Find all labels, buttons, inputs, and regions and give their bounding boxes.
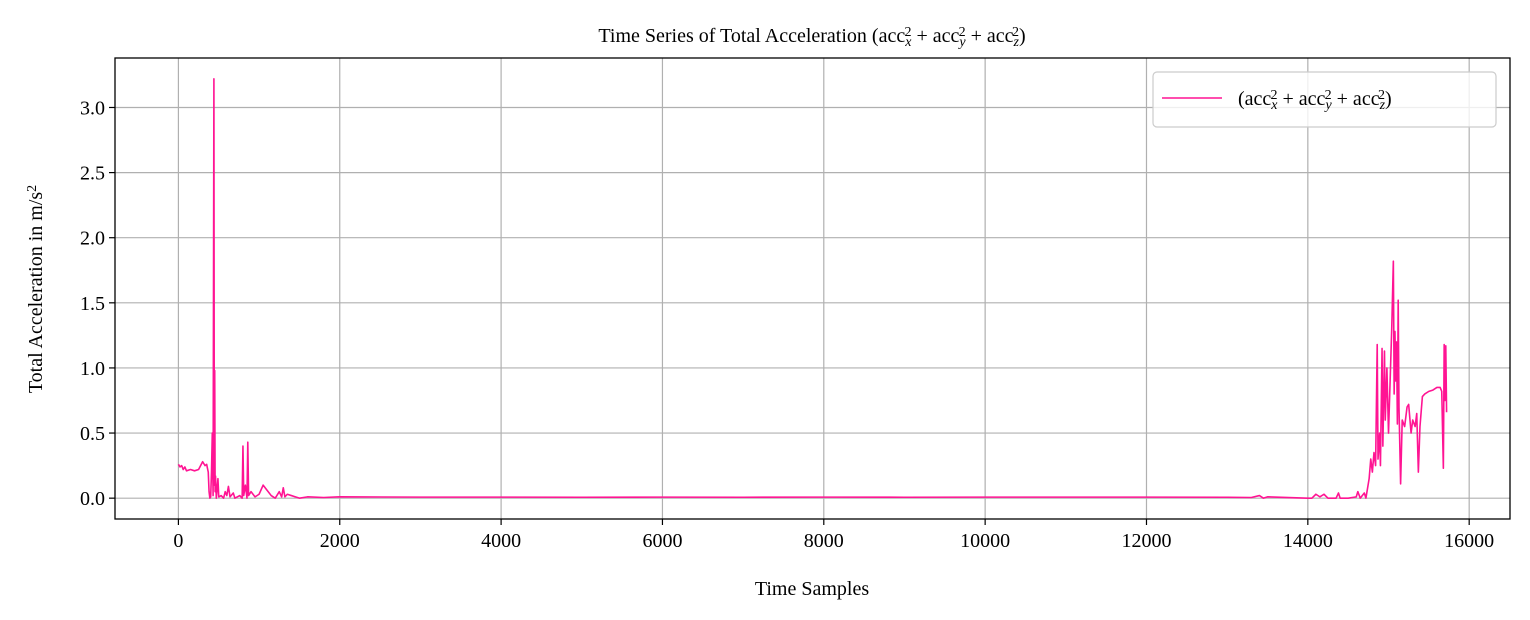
y-tick-label: 0.5 xyxy=(80,423,105,445)
x-tick-label: 4000 xyxy=(481,530,521,552)
x-tick-label: 6000 xyxy=(642,530,682,552)
x-tick-label: 2000 xyxy=(320,530,360,552)
y-axis-label: Total Acceleration in m/s2 xyxy=(25,185,47,393)
x-tick-label: 10000 xyxy=(960,530,1010,552)
legend-box xyxy=(1152,71,1497,128)
y-tick-label: 3.0 xyxy=(80,97,105,119)
y-tick-label: 1.0 xyxy=(80,358,105,380)
plot-frame xyxy=(114,57,1511,520)
x-tick-label: 12000 xyxy=(1121,530,1171,552)
data-line xyxy=(177,78,1448,499)
x-axis-label: Time Samples xyxy=(755,578,869,600)
x-tick-label: 8000 xyxy=(804,530,844,552)
legend-label: (accx2 + accy2 + accz2) xyxy=(1238,88,1392,113)
chart-title: Time Series of Total Acceleration (accx2… xyxy=(598,25,1025,50)
y-tick-label: 1.5 xyxy=(80,293,105,315)
y-tick-label: 0.0 xyxy=(80,488,105,510)
y-tick-label: 2.0 xyxy=(80,228,105,250)
x-tick-label: 14000 xyxy=(1283,530,1333,552)
x-tick-label: 16000 xyxy=(1444,530,1494,552)
y-tick-label: 2.5 xyxy=(80,163,105,185)
x-tick-label: 0 xyxy=(173,530,183,552)
